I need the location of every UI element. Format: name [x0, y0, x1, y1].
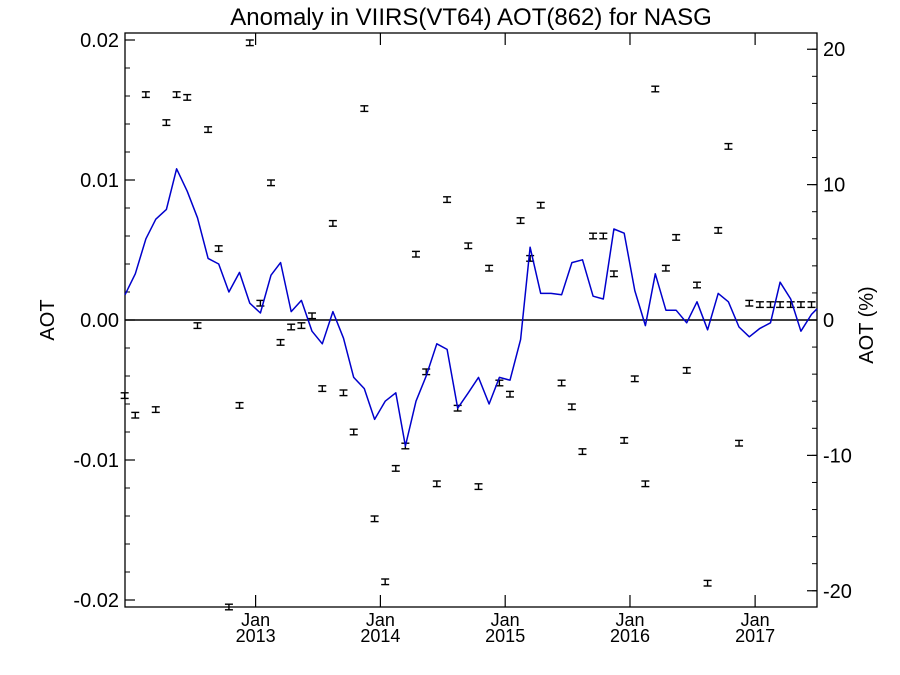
left-y-tick-label: 0.01	[80, 170, 119, 192]
errorbar-point	[370, 515, 379, 523]
x-tick-label-year: 2013	[236, 626, 276, 646]
errorbar-point	[724, 142, 733, 150]
errorbar-point	[609, 270, 618, 278]
y-axis-label-left: AOT	[37, 299, 59, 340]
x-tick-label-year: 2016	[610, 626, 650, 646]
errorbar-point	[411, 250, 420, 258]
left-y-ticks: 0.02 0.01 0.00 -0.01 -0.02	[73, 30, 135, 612]
errorbar-point	[536, 201, 545, 209]
errorbar-point	[308, 312, 317, 320]
errorbar-point	[464, 242, 473, 250]
errorbar-point	[172, 91, 181, 99]
errorbar-point	[766, 301, 775, 309]
errorbar-point	[692, 281, 701, 289]
errorbar-point	[505, 390, 514, 398]
errorbar-point	[474, 483, 483, 491]
left-y-tick-label: -0.02	[73, 590, 119, 612]
errorbar-point	[360, 105, 369, 113]
errorbar-point	[391, 464, 400, 472]
x-tick-label-month: Jan	[366, 610, 395, 630]
errorbar-point	[328, 219, 337, 227]
errorbar-point	[339, 389, 348, 397]
errorbar-point	[235, 401, 244, 409]
anomaly-line-series	[124, 168, 818, 447]
errorbar-point	[287, 323, 296, 331]
errorbar-point	[183, 93, 192, 101]
left-y-tick-label: 0.00	[80, 310, 119, 332]
errorbar-point	[807, 301, 816, 309]
errorbar-point	[349, 428, 358, 436]
errorbar-point	[672, 233, 681, 241]
y-axis-label-right: AOT (%)	[856, 286, 878, 363]
x-tick-label-month: Jan	[741, 610, 770, 630]
anomaly-line	[124, 168, 818, 447]
right-y-tick-label: 20	[823, 39, 845, 61]
errorbar-point	[745, 299, 754, 307]
errorbar-point	[162, 119, 171, 127]
errorbar-point	[381, 578, 390, 586]
errorbar-point	[714, 226, 723, 234]
errorbar-point	[599, 232, 608, 240]
errorbar-point	[443, 196, 452, 204]
errorbar-point	[297, 322, 306, 330]
left-y-tick-label: -0.01	[73, 450, 119, 472]
errorbar-point	[620, 436, 629, 444]
errorbar-point	[432, 480, 441, 488]
errorbar-point	[193, 322, 202, 330]
errorbar-point	[735, 439, 744, 447]
right-y-tick-label: 0	[823, 310, 834, 332]
errorbar-point	[141, 91, 150, 99]
errorbar-point	[516, 217, 525, 225]
errorbar-point	[567, 403, 576, 411]
errorbar-point	[485, 264, 494, 272]
errorbar-point	[266, 179, 275, 187]
errorbar-point	[318, 385, 327, 393]
right-y-ticks: 20 10 0 -10 -20	[807, 39, 852, 603]
errorbar-point	[131, 411, 140, 419]
errorbar-point	[245, 39, 254, 47]
errorbar-point	[703, 579, 712, 587]
x-tick-label-month: Jan	[615, 610, 644, 630]
errorbar-point	[661, 264, 670, 272]
x-tick-label-year: 2017	[735, 626, 775, 646]
errorbar-point	[224, 603, 233, 611]
errorbar-point	[120, 392, 129, 400]
errorbar-point	[776, 301, 785, 309]
chart-title: Anomaly in VIIRS(VT64) AOT(862) for NASG	[230, 4, 712, 31]
errorbar-point	[651, 85, 660, 93]
errorbar-point	[214, 245, 223, 253]
x-tick-label-month: Jan	[241, 610, 270, 630]
errorbar-point	[630, 375, 639, 383]
errorbar-point	[578, 448, 587, 456]
errorbar-point	[557, 379, 566, 387]
x-tick-label-year: 2015	[485, 626, 525, 646]
errorbar-point	[641, 480, 650, 488]
errorbar-point	[796, 301, 805, 309]
left-y-tick-label: 0.02	[80, 30, 119, 52]
errorbar-point	[682, 366, 691, 374]
errorbar-point	[755, 301, 764, 309]
x-tick-label-month: Jan	[491, 610, 520, 630]
errorbar-point	[151, 406, 160, 414]
errorbar-point	[204, 126, 213, 134]
errorbar-point	[276, 338, 285, 346]
right-y-tick-label: 10	[823, 175, 845, 197]
right-y-tick-label: -10	[823, 445, 852, 467]
x-tick-label-year: 2014	[360, 626, 400, 646]
right-y-tick-label: -20	[823, 581, 852, 603]
errorbar-point	[589, 232, 598, 240]
errorbar-series	[120, 39, 816, 611]
